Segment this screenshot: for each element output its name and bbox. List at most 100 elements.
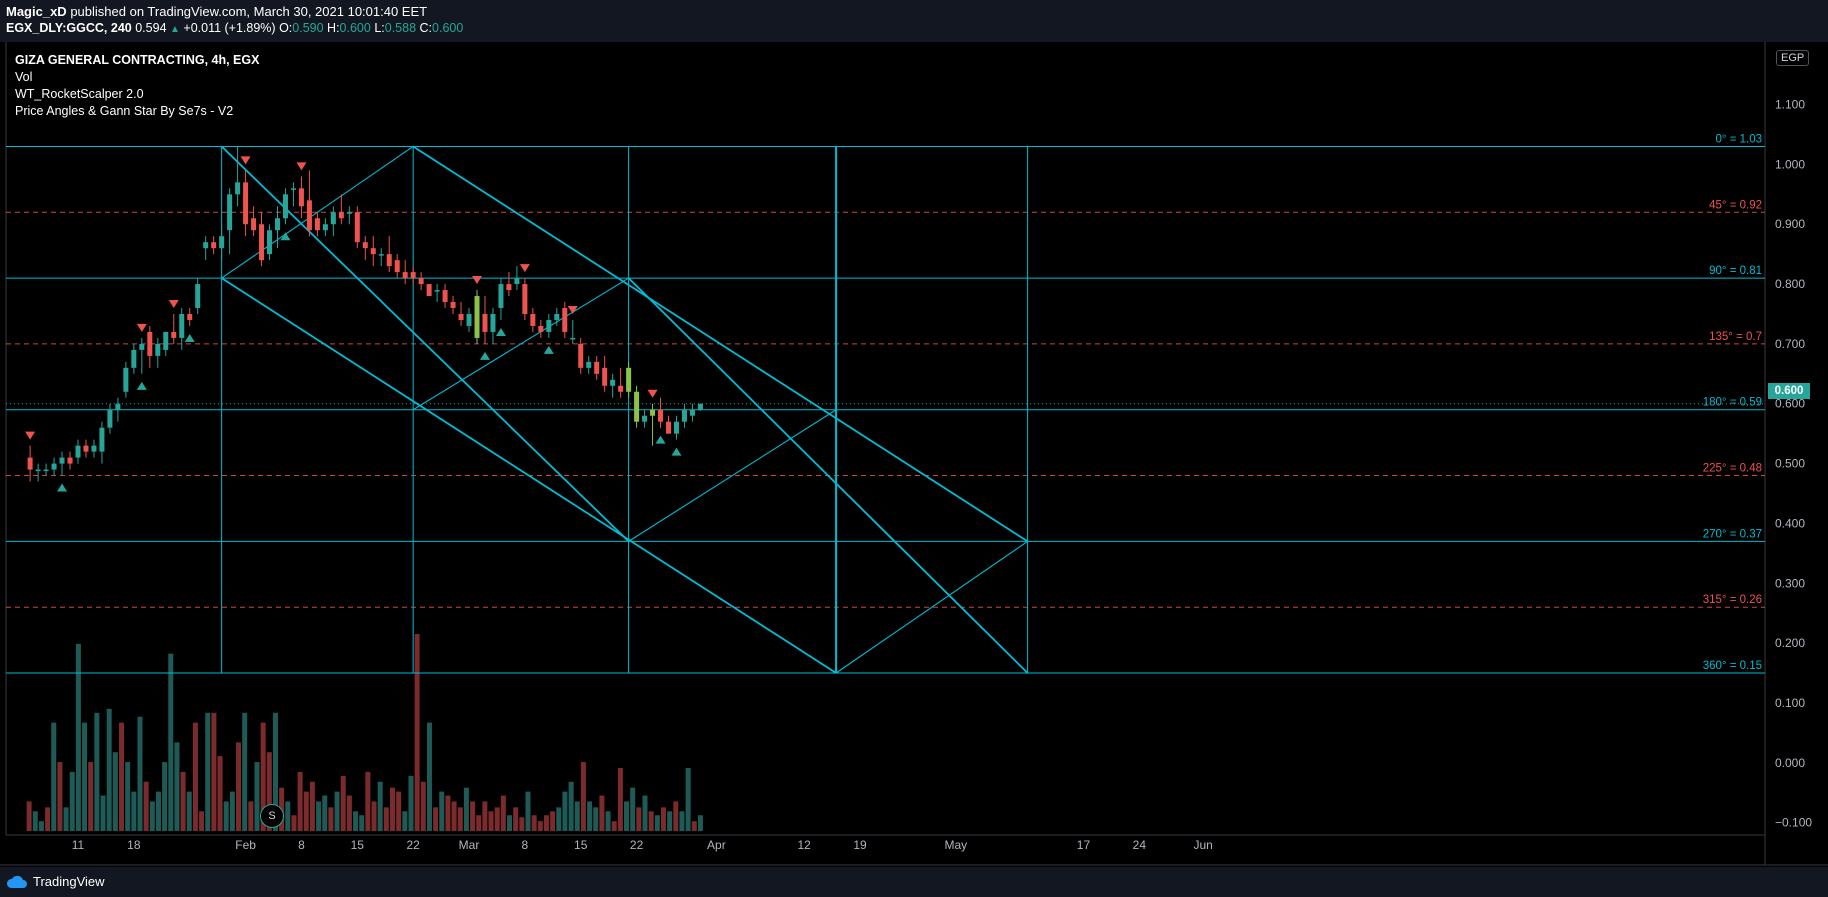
volume-bar xyxy=(242,712,248,831)
candle-body xyxy=(139,343,145,350)
volume-bar xyxy=(408,775,414,831)
currency-badge[interactable]: EGP xyxy=(1776,50,1810,66)
candle-body xyxy=(195,284,201,309)
volume-bar xyxy=(470,801,476,831)
volume-bar xyxy=(162,762,168,831)
candle-body xyxy=(634,391,640,422)
volume-bar xyxy=(377,781,383,831)
candle-body xyxy=(450,302,456,309)
volume-bar xyxy=(636,807,642,831)
candle-body xyxy=(354,212,360,243)
gann-star-line xyxy=(628,409,837,542)
volume-bar xyxy=(168,653,174,831)
sell-signal-triangle xyxy=(519,264,530,273)
volume-bar xyxy=(309,781,315,831)
candle-body xyxy=(235,182,241,195)
candle-body xyxy=(338,212,344,219)
candle-body xyxy=(546,319,552,332)
buy-signal-triangle xyxy=(57,483,68,492)
volume-bar xyxy=(673,801,679,831)
buy-signal-triangle xyxy=(671,447,682,456)
candle-body xyxy=(466,313,472,326)
chart-legend: GIZA GENERAL CONTRACTING, 4h, EGX Vol WT… xyxy=(15,52,259,120)
volume-bar xyxy=(550,811,556,831)
candle-body xyxy=(75,445,81,458)
volume-bar xyxy=(100,795,106,831)
volume-bar xyxy=(260,722,266,831)
volume-bar xyxy=(617,767,623,831)
volume-bar xyxy=(568,781,574,831)
candle-body xyxy=(586,361,592,368)
volume-bar xyxy=(88,762,94,831)
volume-bar xyxy=(229,791,235,831)
legend-title[interactable]: GIZA GENERAL CONTRACTING, 4h, EGX xyxy=(15,53,260,67)
legend-indicator-volume[interactable]: Vol xyxy=(15,70,33,84)
volume-bar xyxy=(106,708,112,831)
sell-signal-triangle xyxy=(296,162,307,171)
volume-bar xyxy=(482,801,488,831)
gann-level-label: 135° = 0.7 xyxy=(1709,331,1762,343)
price-tick-label: 1.100 xyxy=(1775,98,1805,112)
volume-bar xyxy=(457,807,463,831)
price-chart[interactable]: 1.100 1.000 0.900 0.800 0.700 0.600 0.500 0.400… xyxy=(0,42,1828,867)
volume-bar xyxy=(642,795,648,831)
volume-bar xyxy=(26,801,32,831)
price-tick-label: 0.100 xyxy=(1775,696,1805,710)
candle-body xyxy=(650,409,656,416)
volume-bar xyxy=(593,807,599,831)
candle-body xyxy=(658,409,664,422)
volume-bar xyxy=(599,795,605,831)
footer-bar: TradingView xyxy=(0,867,1828,897)
price-tick-label: 0.900 xyxy=(1775,217,1805,231)
candle-body xyxy=(187,313,193,320)
volume-bar xyxy=(494,807,500,831)
volume-bar xyxy=(322,795,328,831)
volume-bar xyxy=(679,811,685,831)
volume-bar xyxy=(365,771,371,831)
gann-level-label: 0° = 1.03 xyxy=(1716,133,1762,145)
candle-body xyxy=(282,194,288,219)
candle-body xyxy=(689,409,695,416)
gann-level-label: 270° = 0.37 xyxy=(1703,528,1762,540)
volume-bar xyxy=(587,801,593,831)
volume-bar xyxy=(38,821,44,831)
volume-bar xyxy=(112,752,118,831)
candle-body xyxy=(378,254,384,256)
tradingview-logo[interactable]: TradingView xyxy=(6,874,105,889)
candle-body xyxy=(131,349,137,368)
volume-bar xyxy=(217,756,223,831)
candle-body xyxy=(171,331,177,338)
candle-body xyxy=(43,469,49,472)
volume-bar xyxy=(69,771,75,831)
candle-body xyxy=(554,313,560,320)
volume-bar xyxy=(426,722,432,831)
volume-bar xyxy=(192,722,198,831)
sell-signal-triangle xyxy=(472,276,482,285)
volume-bar xyxy=(211,712,217,831)
candle-body xyxy=(618,385,624,392)
legend-indicator-gann-star[interactable]: Price Angles & Gann Star By Se7s - V2 xyxy=(15,104,234,118)
session-marker[interactable]: S xyxy=(260,804,284,828)
author-name[interactable]: Magic_xD xyxy=(6,4,67,19)
volume-bar xyxy=(186,791,192,831)
volume-bar xyxy=(303,791,309,831)
legend-indicator-wt-rocketscalper[interactable]: WT_RocketScalper 2.0 xyxy=(15,87,144,101)
time-tick-label: 19 xyxy=(853,838,867,852)
buy-signal-triangle xyxy=(495,327,506,336)
volume-bar xyxy=(525,791,531,831)
volume-bar xyxy=(433,807,439,831)
published-text: published on TradingView.com, March 30, … xyxy=(70,4,428,19)
candle-body xyxy=(562,308,568,332)
volume-bar xyxy=(180,771,186,831)
symbol-label[interactable]: EGX_DLY:GGCC, 240 xyxy=(6,21,132,35)
price-tick-label: 1.000 xyxy=(1775,157,1805,171)
volume-bar xyxy=(346,795,352,831)
volume-bar xyxy=(574,801,580,831)
publish-header: Magic_xD published on TradingView.com, M… xyxy=(0,0,1828,42)
candle-body xyxy=(59,457,65,464)
candle-body xyxy=(642,415,648,422)
volume-bar xyxy=(155,791,161,831)
last-price-tag: 0.600 xyxy=(1768,383,1810,399)
sell-signal-triangle xyxy=(647,389,658,398)
volume-bar xyxy=(630,787,636,831)
